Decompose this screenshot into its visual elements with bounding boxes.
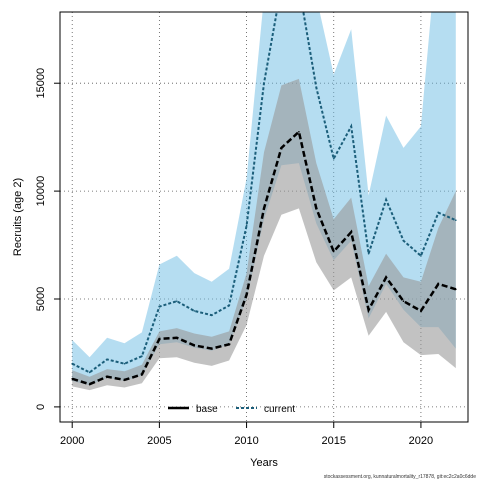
point-current-2005 — [158, 305, 161, 308]
x-axis: 2000 2005 2010 2015 2020 — [60, 422, 433, 447]
point-base-2020 — [420, 310, 422, 312]
point-base-2010 — [245, 293, 248, 296]
point-base-2002 — [106, 375, 108, 378]
point-base-2016 — [350, 231, 353, 233]
x-tick-label-2000: 2000 — [60, 435, 84, 447]
legend: base current — [168, 404, 295, 415]
point-base-2017 — [367, 309, 370, 311]
legend-label-base: base — [196, 404, 218, 415]
point-current-2015 — [332, 157, 335, 160]
point-current-2020 — [420, 255, 422, 257]
point-base-2019 — [402, 300, 405, 303]
point-base-2004 — [141, 373, 143, 376]
y-axis: 0 5000 10000 15000 — [35, 68, 60, 410]
point-current-2004 — [141, 355, 143, 358]
legend-label-current: current — [264, 404, 295, 415]
point-current-2011 — [263, 82, 265, 84]
point-current-2010 — [245, 224, 248, 227]
point-base-2013 — [298, 131, 300, 133]
series-lines — [71, 12, 457, 386]
point-base-2018 — [385, 276, 387, 279]
y-axis-title: Recruits (age 2) — [12, 178, 24, 256]
y-tick-label-0: 0 — [35, 404, 47, 410]
point-base-2008 — [210, 347, 213, 350]
y-tick-label-5000: 5000 — [35, 287, 47, 311]
x-tick-label-2020: 2020 — [409, 435, 433, 447]
point-current-2016 — [350, 125, 353, 128]
point-base-2012 — [280, 147, 283, 149]
point-base-2011 — [263, 207, 265, 210]
confidence-bands — [72, 12, 456, 391]
point-base-2001 — [88, 383, 91, 386]
point-current-2009 — [228, 304, 230, 307]
point-base-2000 — [71, 378, 73, 380]
point-current-2001 — [88, 371, 91, 374]
point-current-2007 — [193, 310, 196, 312]
point-base-2007 — [193, 344, 196, 347]
point-current-2003 — [123, 362, 126, 365]
point-base-2009 — [228, 343, 230, 346]
point-current-2006 — [176, 300, 178, 303]
y-tick-label-15000: 15000 — [35, 68, 47, 99]
point-current-2022 — [455, 219, 457, 221]
point-base-2015 — [332, 250, 335, 253]
point-base-2006 — [176, 337, 178, 339]
point-current-2002 — [106, 358, 108, 361]
point-current-2018 — [385, 198, 387, 201]
point-base-2003 — [123, 379, 126, 381]
point-base-2005 — [158, 338, 161, 340]
point-base-2022 — [455, 288, 457, 291]
point-current-2021 — [437, 211, 440, 214]
x-axis-title: Years — [250, 457, 278, 469]
x-tick-label-2005: 2005 — [147, 435, 171, 447]
point-base-2014 — [315, 207, 318, 210]
footnote: stockassessment.org, kunnaturalmortality… — [324, 474, 477, 480]
x-tick-label-2010: 2010 — [234, 435, 258, 447]
plot-frame — [59, 11, 469, 423]
point-base-2021 — [437, 283, 440, 285]
point-current-2017 — [367, 252, 370, 255]
point-current-2000 — [71, 362, 73, 365]
band-base — [72, 78, 456, 391]
point-current-2014 — [315, 86, 318, 89]
point-current-2008 — [210, 314, 213, 317]
y-tick-label-10000: 10000 — [35, 176, 47, 207]
point-current-2019 — [402, 239, 405, 242]
x-tick-label-2015: 2015 — [322, 435, 346, 447]
